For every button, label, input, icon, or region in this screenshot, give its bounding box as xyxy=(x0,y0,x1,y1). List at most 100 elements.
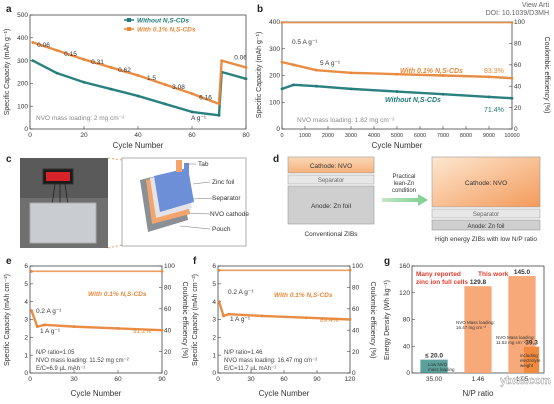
g-category-label: 1.05 xyxy=(516,376,529,383)
a-ytick-label: 0 xyxy=(24,126,28,133)
reported-label-1: Many reported xyxy=(416,271,461,278)
note-35-1: Low NVO xyxy=(428,362,448,367)
a-xtick-label: 20 xyxy=(80,132,88,139)
a-series-line-0 xyxy=(32,59,247,117)
a-series-point-0-0 xyxy=(31,59,35,62)
a-series-point-0-1 xyxy=(55,71,59,75)
a-series-point-0-5 xyxy=(163,102,167,106)
transition-arrow xyxy=(382,194,428,206)
legend-a-marker-teal xyxy=(127,18,131,22)
e-series-point-1-0 xyxy=(30,269,33,273)
label-f-with: With 0.1% N,S-CDs xyxy=(274,292,333,299)
b-ytick-label: 100 xyxy=(269,99,280,106)
a-series-point-1-4 xyxy=(136,74,140,77)
b-ytick-label: 400 xyxy=(269,19,280,26)
f-series-point-0-3 xyxy=(260,314,264,318)
b-ytick-label: 300 xyxy=(269,46,280,53)
b-xtick-label: 9000 xyxy=(483,133,495,139)
pouch-cell xyxy=(29,202,97,244)
this-work-label: This work xyxy=(478,271,509,278)
label-pouch: Pouch xyxy=(212,226,231,233)
a-series-line-1 xyxy=(32,41,247,106)
b-xtick-label: 2000 xyxy=(322,133,334,139)
b-series-point-1-3 xyxy=(349,87,353,91)
plot-frame-e xyxy=(29,265,163,374)
panel-a: a 0 20 40 60 80 0 100 200 300 400 500 Cycle Number… xyxy=(4,4,250,150)
retention-f: 89.4% xyxy=(320,317,339,324)
e-xtick-label: 30 xyxy=(70,376,78,383)
legend-a-without: Without N,S-CDs xyxy=(137,18,189,25)
b-xtick-label: 1000 xyxy=(299,133,311,139)
b-series-point-0-4 xyxy=(395,72,399,76)
f-y2tick-label: 80 xyxy=(352,285,360,292)
info-e-2: NVO mass loading: 11.52 mg cm⁻² xyxy=(36,358,129,364)
e-series-point-0-2 xyxy=(43,323,47,327)
b-series-point-2-1 xyxy=(510,21,514,24)
panel-label-c: c xyxy=(6,154,12,165)
g-extra-bar xyxy=(523,346,540,373)
g-ytick-label: 0 xyxy=(406,370,410,377)
b-series-point-1-2 xyxy=(315,84,318,88)
b-xtick-label: 10000 xyxy=(504,133,519,139)
info-f-3: E/C=11.7 µL mAh⁻¹ xyxy=(224,366,276,372)
f-series-point-0-5 xyxy=(348,318,352,321)
panel-label-b: b xyxy=(257,4,263,15)
xlabel-a: Cycle Number xyxy=(113,141,164,150)
left-anode xyxy=(287,185,375,225)
legend-a: Without N,S-CDs With 0.1% N,S-CDs xyxy=(124,18,196,34)
a-series-point-1-9 xyxy=(244,66,248,69)
panel-label-f: f xyxy=(193,256,197,267)
e-ytick-label: 3 xyxy=(24,317,28,324)
f-series-point-1-0 xyxy=(217,268,221,272)
retention-b-with: 83.3% xyxy=(484,68,504,75)
e-series-point-1-1 xyxy=(160,269,164,273)
note-39-3: weight xyxy=(520,363,534,368)
f-series-line-0 xyxy=(217,301,351,321)
b-xtick-label: 5000 xyxy=(391,133,403,139)
g-ytick-label: 120 xyxy=(399,290,410,297)
label-tab: Tab xyxy=(198,161,209,168)
b-series-point-0-3 xyxy=(349,71,353,75)
label-separator: Separator xyxy=(212,195,241,202)
ylabel-e: Specific Capacity (mAh cm⁻²) xyxy=(4,274,11,366)
e-y2tick-label: 100 xyxy=(164,263,175,270)
right-anode xyxy=(431,219,541,231)
g-ytick-label: 40 xyxy=(403,343,411,350)
f-y2tick-label: 0 xyxy=(352,370,356,377)
b-xtick-label: 3000 xyxy=(345,133,357,139)
g-ytick-label: 160 xyxy=(399,263,410,270)
label-zinc-foil: Zinc foil xyxy=(212,179,235,186)
g-extra-bar-label: 39.3 xyxy=(525,340,538,347)
info-f-1: N/P ratio=1.46 xyxy=(224,350,263,356)
f-y2tick-label: 40 xyxy=(352,327,360,334)
led-digits xyxy=(46,172,70,181)
info-f-2: NVO mass loading: 16.47 mg cm⁻² xyxy=(224,358,317,364)
panel-c: c Tab Zinc foil Separator NVO cathode Po… xyxy=(6,154,249,249)
left-anode-label: Anode: Zn foil xyxy=(311,203,352,210)
led-wires xyxy=(51,183,69,206)
loading-b: NVO mass loading: 1.82 mg cm⁻² xyxy=(297,117,395,124)
b-series-point-0-1 xyxy=(292,63,295,67)
e-xtick-label: 60 xyxy=(114,376,122,383)
b-y2tick-label: 60 xyxy=(514,62,522,69)
a-series-point-0-4 xyxy=(136,94,140,98)
a-xtick-label: 80 xyxy=(242,132,250,139)
tab-orange xyxy=(176,160,182,172)
a-series-point-1-3 xyxy=(109,66,113,69)
f-ytick-label: 3 xyxy=(212,317,216,324)
e-ytick-label: 1 xyxy=(24,352,28,359)
note-35-2: mass loading xyxy=(428,367,455,372)
rate-b-2: 5 A g⁻¹ xyxy=(320,60,341,67)
view-article-link[interactable]: View Arti xyxy=(522,2,550,9)
e-ytick-label: 2 xyxy=(24,335,28,342)
right-anode-label: Anode: Zn foil xyxy=(467,224,504,230)
left-cathode xyxy=(287,156,375,174)
f-series-point-0-0 xyxy=(217,300,221,304)
right-cathode xyxy=(431,156,541,208)
f-series-point-1-1 xyxy=(348,268,352,272)
rate-label-a: 0.15 xyxy=(64,51,77,58)
unit-a: A g⁻¹ xyxy=(191,115,207,122)
